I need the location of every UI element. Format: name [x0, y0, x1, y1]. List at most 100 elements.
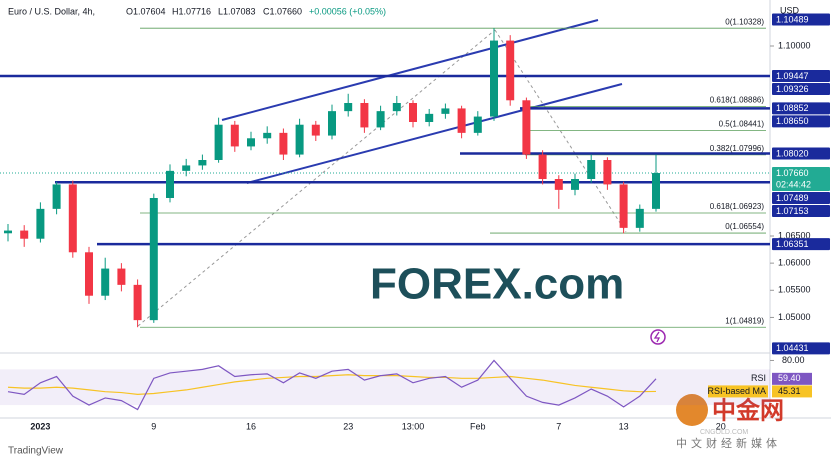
- candle-body: [85, 252, 93, 296]
- price-label-box: [772, 115, 830, 128]
- watermark-forex: FOREX.com: [370, 260, 624, 309]
- x-tick-label: 2023: [30, 421, 50, 431]
- candle-body: [214, 124, 223, 160]
- x-tick-label: 20: [716, 421, 726, 431]
- price-label-box: [772, 13, 830, 26]
- candle-body: [198, 160, 207, 166]
- channel-line: [221, 19, 599, 121]
- candle-body: [101, 268, 110, 296]
- candle-body: [117, 268, 126, 285]
- candle-body: [441, 108, 450, 114]
- symbol-title: Euro / U.S. Dollar, 4h,: [8, 6, 95, 16]
- x-tick-label: 9: [151, 421, 156, 431]
- price-label-box: [772, 342, 830, 355]
- x-tick-label: 13:00: [402, 421, 425, 431]
- candle-body: [376, 111, 385, 128]
- x-tick-label: 7: [556, 421, 561, 431]
- fib-label: 0(1.10328): [725, 17, 764, 26]
- candle-body: [522, 100, 531, 155]
- fib-label: 0.618(1.08886): [710, 96, 765, 105]
- candle-body: [52, 184, 61, 209]
- channel-line: [246, 83, 623, 184]
- candle-body: [20, 230, 29, 239]
- rsi-value-box: [772, 372, 812, 385]
- price-label: 1.10489: [776, 14, 809, 24]
- y-tick-label: 1.06500: [778, 230, 811, 240]
- rsi-ma-value: 45.31: [778, 386, 801, 396]
- fib-label: 0.382(1.07996): [710, 144, 765, 153]
- candle-body: [182, 165, 191, 171]
- fib-anchor-line: [137, 29, 496, 327]
- brand: TradingView: [8, 446, 64, 457]
- fib-label: 0(1.06554): [725, 222, 764, 231]
- price-label-box: [772, 70, 830, 83]
- rsi-tick-label: 80.00: [782, 355, 805, 365]
- fib-label: 1(1.04819): [725, 316, 764, 325]
- candle-body: [635, 208, 644, 228]
- currency: USD: [780, 5, 800, 15]
- event-icon-bolt: [653, 331, 661, 343]
- candle-body: [133, 284, 142, 321]
- price-label-box: [772, 238, 830, 251]
- fib-label: 0.618(1.06923): [710, 202, 765, 211]
- price-label: 1.04431: [776, 343, 809, 353]
- price-label: 1.07489: [776, 193, 809, 203]
- price-label-box: [772, 83, 830, 96]
- price-label-box: [772, 192, 830, 205]
- watermark-cngold-url: CNGOLD.COM: [700, 429, 748, 436]
- watermark-cngold: 中金网: [712, 396, 784, 424]
- candle-body: [392, 103, 401, 112]
- candle-body: [230, 124, 239, 147]
- candle-body: [4, 230, 12, 234]
- candle-body: [538, 154, 547, 179]
- rsi-line: [7, 359, 657, 411]
- candle-body: [619, 184, 628, 228]
- candle-body: [295, 124, 304, 155]
- price-label: 1.08650: [776, 116, 809, 126]
- rsi-ma-line: [7, 374, 657, 395]
- candle-body: [554, 179, 563, 190]
- candle-body: [603, 160, 612, 185]
- rsi-ma-name-box: [708, 385, 768, 398]
- fib-label: 0.5(1.08441): [719, 120, 765, 129]
- rsi-ma-value-box: [772, 385, 812, 398]
- candle-body: [279, 132, 288, 155]
- candle-body: [457, 108, 466, 133]
- price-label: 1.09447: [776, 71, 809, 81]
- candle-body: [149, 198, 158, 321]
- price-label-box: [772, 147, 830, 160]
- candle-body: [473, 116, 482, 133]
- x-tick-label: Feb: [470, 421, 486, 431]
- candle-body: [652, 173, 660, 209]
- candle-body: [360, 103, 369, 128]
- ohlc-change: +0.00056 (+0.05%): [309, 6, 386, 16]
- rsi-ma-name: RSI-based MA: [707, 386, 766, 396]
- ohlc-close: C1.07660: [263, 6, 302, 16]
- price-label: 1.06351: [776, 239, 809, 249]
- candle-body: [344, 103, 353, 112]
- price-label-box: [772, 205, 830, 218]
- event-icon[interactable]: [650, 329, 666, 345]
- candle-body: [490, 40, 498, 117]
- x-tick-label: 16: [246, 421, 256, 431]
- cngold-logo: [676, 394, 708, 426]
- price-label: 1.07660: [776, 168, 809, 178]
- candle-body: [425, 113, 434, 122]
- candle-body: [166, 170, 174, 198]
- price-label: 1.07153: [776, 206, 809, 216]
- price-label: 1.08852: [776, 103, 809, 113]
- background-layer: [0, 19, 770, 345]
- y-tick-label: 1.05500: [778, 285, 811, 295]
- price-label: 1.08020: [776, 148, 809, 158]
- price-label-box: [772, 102, 830, 115]
- candle-body: [263, 132, 272, 139]
- x-tick-label: 13: [619, 421, 629, 431]
- price-label-box: [772, 167, 830, 192]
- y-tick-label: 1.05000: [778, 312, 811, 322]
- candle-body: [328, 111, 336, 136]
- candle-body: [587, 160, 596, 179]
- candle-body: [247, 138, 255, 147]
- y-tick-label: 1.06000: [778, 258, 811, 268]
- candle-body: [311, 124, 320, 136]
